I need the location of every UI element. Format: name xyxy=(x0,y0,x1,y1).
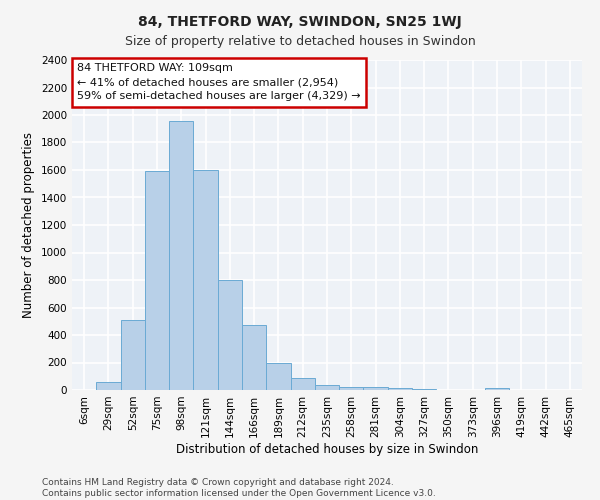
Bar xyxy=(169,120,193,390)
Bar xyxy=(145,172,169,390)
Bar xyxy=(485,388,509,390)
Bar xyxy=(315,385,339,390)
Text: 84 THETFORD WAY: 109sqm
← 41% of detached houses are smaller (2,954)
59% of semi: 84 THETFORD WAY: 109sqm ← 41% of detache… xyxy=(77,64,361,102)
Bar xyxy=(290,378,315,390)
Bar xyxy=(96,382,121,390)
Bar xyxy=(121,320,145,390)
Bar xyxy=(339,386,364,390)
Y-axis label: Number of detached properties: Number of detached properties xyxy=(22,132,35,318)
Text: 84, THETFORD WAY, SWINDON, SN25 1WJ: 84, THETFORD WAY, SWINDON, SN25 1WJ xyxy=(138,15,462,29)
Bar xyxy=(266,363,290,390)
X-axis label: Distribution of detached houses by size in Swindon: Distribution of detached houses by size … xyxy=(176,442,478,456)
Text: Contains HM Land Registry data © Crown copyright and database right 2024.
Contai: Contains HM Land Registry data © Crown c… xyxy=(42,478,436,498)
Text: Size of property relative to detached houses in Swindon: Size of property relative to detached ho… xyxy=(125,35,475,48)
Bar xyxy=(388,388,412,390)
Bar xyxy=(242,324,266,390)
Bar xyxy=(364,387,388,390)
Bar xyxy=(218,280,242,390)
Bar xyxy=(193,170,218,390)
